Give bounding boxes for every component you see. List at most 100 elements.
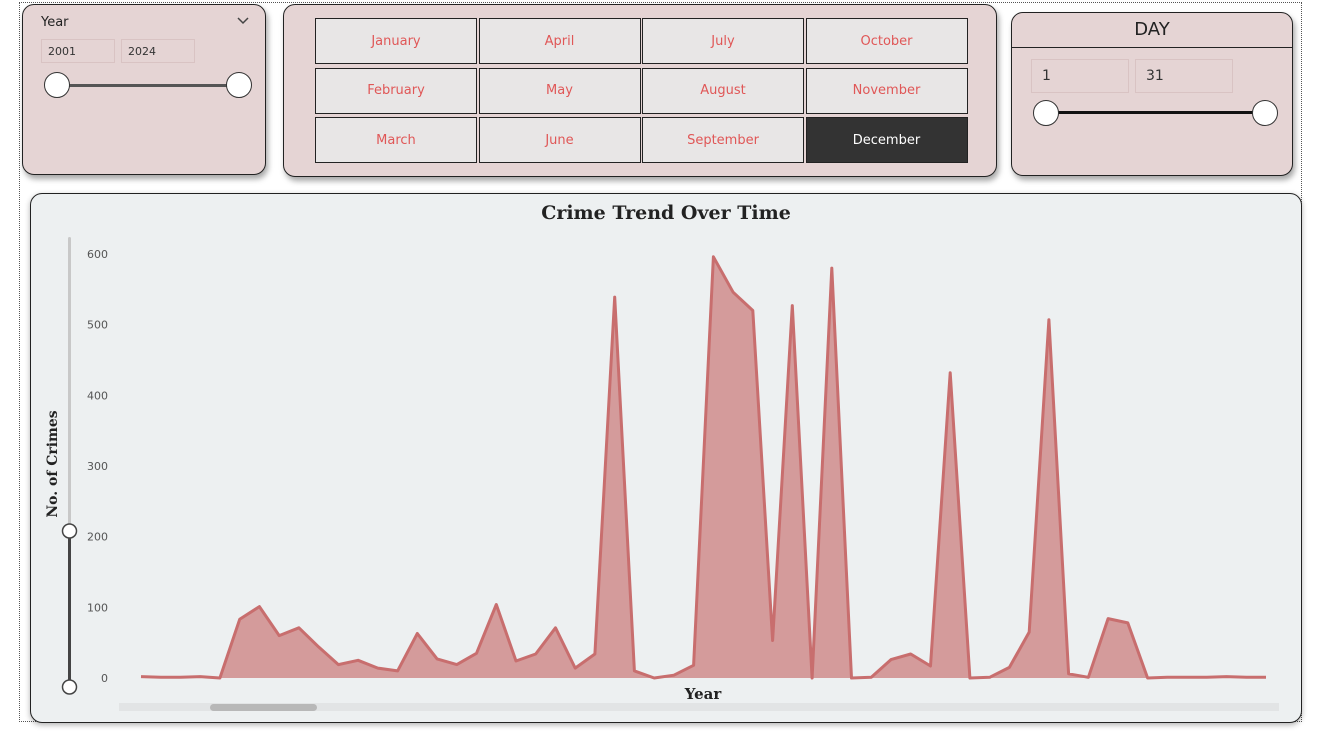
data-point[interactable] <box>1203 673 1211 681</box>
data-point[interactable] <box>690 661 698 669</box>
data-point[interactable] <box>157 673 165 681</box>
day-slicer-title: DAY <box>1012 13 1292 48</box>
crime-trend-chart: Crime Trend Over Time 0 100 200 300 400 500 60… <box>30 193 1302 723</box>
month-button-february[interactable]: February <box>315 68 477 114</box>
data-point[interactable] <box>1025 628 1033 636</box>
month-button-june[interactable]: June <box>479 117 641 163</box>
data-point[interactable] <box>295 624 303 632</box>
data-point[interactable] <box>571 664 579 672</box>
data-point[interactable] <box>1045 316 1053 324</box>
data-point[interactable] <box>552 624 560 632</box>
data-point[interactable] <box>1144 674 1152 682</box>
day-range-track[interactable] <box>1045 111 1265 114</box>
y-tick-label: 300 <box>87 460 108 473</box>
year-slicer: Year 2001 2024 <box>22 4 266 175</box>
data-point[interactable] <box>650 674 658 682</box>
data-point[interactable] <box>611 293 619 301</box>
data-point[interactable] <box>1124 619 1132 627</box>
day-slicer: DAY 1 31 <box>1011 12 1293 176</box>
data-point[interactable] <box>769 637 777 645</box>
data-point[interactable] <box>907 650 915 658</box>
data-point[interactable] <box>275 632 283 640</box>
y-tick-label: 100 <box>87 601 108 614</box>
y-tick-label: 200 <box>87 531 108 544</box>
data-point[interactable] <box>887 656 895 664</box>
year-slicer-title: Year <box>41 15 69 30</box>
data-point[interactable] <box>177 673 185 681</box>
year-to-input[interactable]: 2024 <box>121 39 195 63</box>
data-point[interactable] <box>1163 673 1171 681</box>
day-range-end-handle[interactable] <box>1252 100 1278 126</box>
data-point[interactable] <box>512 657 520 665</box>
data-point[interactable] <box>413 630 421 638</box>
data-point[interactable] <box>630 667 638 675</box>
data-point[interactable] <box>808 674 816 682</box>
year-from-input[interactable]: 2001 <box>41 39 115 63</box>
day-range-start-handle[interactable] <box>1033 100 1059 126</box>
data-point[interactable] <box>137 673 145 681</box>
data-point[interactable] <box>729 288 737 296</box>
y-tick-label: 600 <box>87 248 108 261</box>
data-point[interactable] <box>828 264 836 272</box>
month-button-august[interactable]: August <box>642 68 804 114</box>
data-point[interactable] <box>1242 673 1250 681</box>
month-button-september[interactable]: September <box>642 117 804 163</box>
data-point[interactable] <box>966 674 974 682</box>
data-point[interactable] <box>433 655 441 663</box>
data-point[interactable] <box>848 674 856 682</box>
y-tick-label: 500 <box>87 319 108 332</box>
data-point[interactable] <box>1005 663 1013 671</box>
chart-plot: 0100200300400500600 No. of Crimes Year <box>31 194 1302 723</box>
year-range-track[interactable] <box>56 84 238 87</box>
data-point[interactable] <box>946 369 954 377</box>
month-button-april[interactable]: April <box>479 18 641 64</box>
data-point[interactable] <box>788 302 796 310</box>
data-point[interactable] <box>236 615 244 623</box>
month-button-july[interactable]: July <box>642 18 804 64</box>
year-range-end-handle[interactable] <box>226 72 252 98</box>
y-zoom-top-handle[interactable] <box>63 524 77 538</box>
data-point[interactable] <box>1183 673 1191 681</box>
month-button-november[interactable]: November <box>806 68 968 114</box>
data-point[interactable] <box>1262 673 1270 681</box>
year-range-start-handle[interactable] <box>44 72 70 98</box>
y-zoom-selected-range[interactable] <box>68 531 71 687</box>
data-point[interactable] <box>354 656 362 664</box>
data-point[interactable] <box>473 649 481 657</box>
data-point[interactable] <box>1223 673 1231 681</box>
x-scrollbar-thumb[interactable] <box>210 704 317 711</box>
month-button-january[interactable]: January <box>315 18 477 64</box>
day-to-input[interactable]: 31 <box>1135 59 1233 93</box>
chevron-down-icon[interactable] <box>235 13 251 29</box>
data-point[interactable] <box>216 674 224 682</box>
data-point[interactable] <box>1104 615 1112 623</box>
data-point[interactable] <box>394 667 402 675</box>
day-from-input[interactable]: 1 <box>1031 59 1129 93</box>
month-button-may[interactable]: May <box>479 68 641 114</box>
data-point[interactable] <box>492 601 500 609</box>
data-point[interactable] <box>927 662 935 670</box>
data-point[interactable] <box>255 603 263 611</box>
data-point[interactable] <box>315 643 323 651</box>
data-point[interactable] <box>670 671 678 679</box>
y-axis-label: No. of Crimes <box>45 410 61 517</box>
month-button-october[interactable]: October <box>806 18 968 64</box>
data-point[interactable] <box>591 650 599 658</box>
data-point[interactable] <box>1084 673 1092 681</box>
month-slicer: January April July October February May August… <box>283 4 997 177</box>
data-point[interactable] <box>1065 670 1073 678</box>
data-point[interactable] <box>196 673 204 681</box>
data-point[interactable] <box>749 307 757 315</box>
x-axis-label: Year <box>684 685 723 703</box>
y-zoom-bottom-handle[interactable] <box>63 680 77 694</box>
month-button-december[interactable]: December <box>806 117 968 163</box>
data-point[interactable] <box>867 673 875 681</box>
data-point[interactable] <box>334 661 342 669</box>
data-point[interactable] <box>709 253 717 261</box>
y-tick-label: 0 <box>101 672 108 685</box>
data-point[interactable] <box>453 661 461 669</box>
data-point[interactable] <box>374 664 382 672</box>
data-point[interactable] <box>986 673 994 681</box>
month-button-march[interactable]: March <box>315 117 477 163</box>
data-point[interactable] <box>532 650 540 658</box>
